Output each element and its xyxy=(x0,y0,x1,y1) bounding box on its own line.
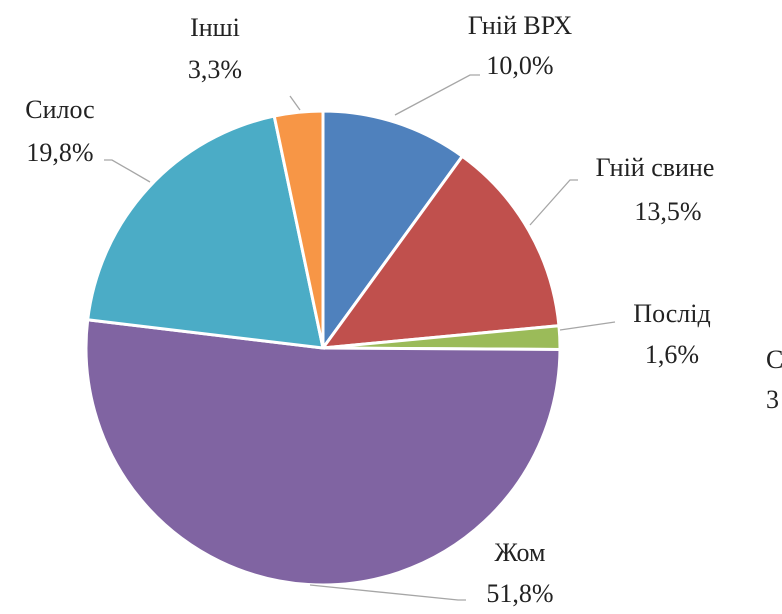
pie-slice xyxy=(321,109,465,353)
slice-label: Інші xyxy=(190,13,240,42)
pie-slice xyxy=(86,114,325,350)
slice-label: Жом xyxy=(495,538,546,567)
value-label: 51,8% xyxy=(486,579,553,608)
slice-label: Силос xyxy=(25,95,94,124)
leader-line xyxy=(104,159,151,183)
slice-label: Гній свине xyxy=(596,153,715,182)
annotation: С xyxy=(766,345,782,374)
leader-line xyxy=(559,321,616,331)
pie-slice xyxy=(272,109,325,349)
value-label: 3,3% xyxy=(188,55,242,84)
pie-slice xyxy=(84,318,562,587)
value-label: 10,0% xyxy=(486,51,553,80)
value-label: 1,6% xyxy=(645,340,699,369)
leader-line xyxy=(289,95,301,111)
leader-line xyxy=(394,74,480,116)
annotation: 3 xyxy=(766,385,779,414)
value-label: 13,5% xyxy=(634,197,701,226)
slice-label: Послід xyxy=(633,299,710,328)
value-label: 19,8% xyxy=(26,138,93,167)
pie-slice xyxy=(319,154,561,350)
slice-label: Гній ВРХ xyxy=(468,11,573,40)
leader-line xyxy=(529,179,578,226)
leader-line xyxy=(309,584,466,601)
